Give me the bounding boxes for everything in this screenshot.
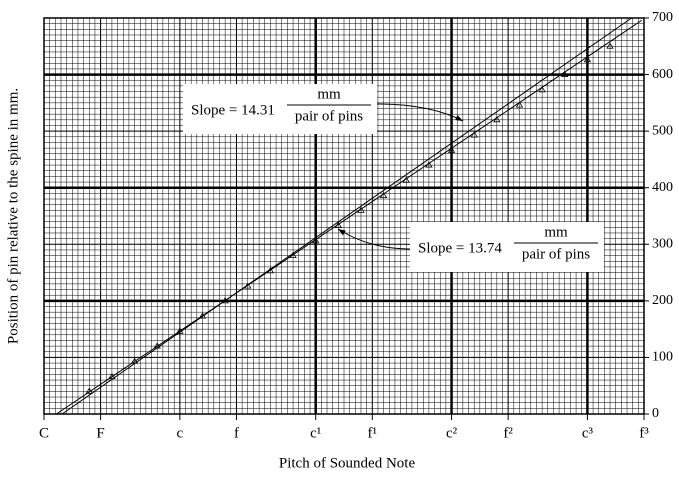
y-tick-label: 400 — [652, 180, 673, 195]
data-point — [470, 131, 478, 138]
y-tick-label: 300 — [652, 237, 673, 252]
y-tick-label: 500 — [652, 123, 673, 138]
minor-grid — [43, 17, 645, 415]
data-point — [130, 357, 139, 364]
annotation-denominator: pair of pins — [522, 246, 590, 262]
data-point — [447, 146, 456, 153]
x-tick-label: f — [234, 425, 239, 441]
annotation-numerator: mm — [317, 86, 341, 102]
fit-line — [56, 19, 643, 415]
data-point — [561, 70, 569, 77]
y-tick-label: 0 — [652, 406, 659, 421]
data-point — [176, 327, 184, 334]
annotation-text: Slope = 13.74 — [418, 240, 502, 256]
x-tick-label: C — [39, 425, 49, 441]
y-axis-label: Position of pin relative to the spine in… — [5, 88, 21, 344]
annotation-text: Slope = 14.31 — [191, 102, 275, 118]
data-point — [379, 191, 388, 199]
y-tick-label: 200 — [652, 293, 673, 308]
data-point — [606, 42, 614, 49]
data-point — [538, 86, 546, 93]
annotation-arrow — [337, 228, 411, 250]
data-point — [425, 161, 433, 168]
data-point — [289, 251, 297, 258]
annotation-arrow — [376, 103, 464, 122]
data-point — [402, 176, 410, 183]
x-tick-label: c¹ — [310, 425, 321, 441]
data-point — [85, 387, 93, 394]
x-tick-label: f¹ — [368, 425, 378, 441]
data-point — [266, 267, 275, 274]
x-tick-label: f² — [503, 425, 513, 441]
x-tick-label: c² — [446, 425, 458, 441]
data-point — [153, 342, 161, 349]
annotation-box — [183, 84, 377, 134]
y-tick-label: 100 — [652, 350, 673, 365]
data-point — [493, 116, 501, 123]
annotation-denominator: pair of pins — [295, 108, 363, 124]
data-point — [198, 312, 207, 319]
data-point — [515, 101, 524, 108]
data-point — [311, 237, 320, 244]
data-point — [108, 372, 116, 380]
data-point — [583, 56, 592, 63]
annotation-numerator: mm — [544, 224, 568, 240]
annotation-box — [410, 222, 604, 272]
plot-frame — [43, 17, 645, 415]
x-tick-label: f³ — [639, 425, 649, 441]
data-point — [244, 282, 252, 289]
data-point — [357, 206, 365, 213]
x-tick-label: F — [96, 425, 104, 441]
x-axis-label: Pitch of Sounded Note — [279, 455, 416, 471]
y-tick-label: 600 — [652, 67, 673, 82]
x-tick-label: c³ — [582, 425, 594, 441]
data-point — [221, 297, 229, 304]
data-point — [334, 221, 343, 229]
arrow-head — [455, 115, 463, 121]
x-tick-label: c — [177, 425, 184, 441]
arrow-head — [338, 229, 346, 236]
y-tick-label: 700 — [652, 10, 673, 25]
